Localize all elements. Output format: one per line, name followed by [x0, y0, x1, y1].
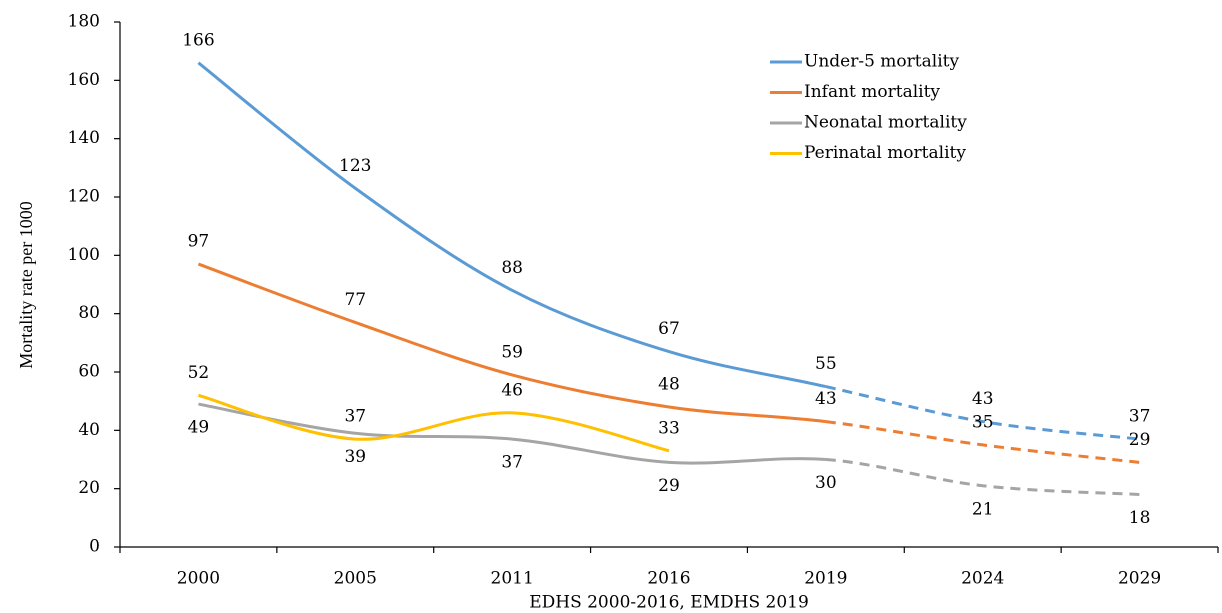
data-label: 55: [815, 354, 837, 374]
legend-label: Perinatal mortality: [804, 143, 966, 163]
y-axis-title: Mortality rate per 1000: [16, 201, 36, 368]
data-label: 35: [972, 412, 994, 432]
y-tick-label: 60: [78, 362, 100, 382]
data-label: 43: [972, 389, 994, 409]
line: [197, 262, 827, 424]
legend-label: Infant mortality: [804, 82, 940, 102]
y-tick-label: 140: [68, 128, 100, 148]
data-label: 18: [1129, 508, 1151, 528]
data-label: 43: [815, 389, 837, 409]
x-tick-label: 2029: [1118, 569, 1161, 589]
data-label: 88: [501, 258, 523, 278]
y-tick-label: 100: [68, 245, 100, 265]
y-tick-label: 80: [78, 303, 100, 323]
data-label: 39: [344, 447, 366, 467]
data-label: 46: [501, 380, 523, 400]
y-tick-label: 180: [68, 12, 100, 32]
data-label: 123: [339, 156, 371, 176]
y-tick-label: 40: [78, 420, 100, 440]
data-label: 77: [344, 290, 366, 310]
projected-line: [825, 420, 1140, 464]
line: [198, 393, 670, 453]
line: [198, 402, 826, 465]
data-label: 37: [1129, 407, 1151, 427]
projected-line: [825, 458, 1140, 496]
y-tick-label: 120: [68, 187, 100, 207]
data-label: 29: [1129, 430, 1151, 450]
y-tick-label: 160: [68, 70, 100, 90]
line: [197, 61, 827, 389]
data-label: 29: [658, 476, 680, 496]
data-label: 37: [501, 453, 523, 473]
data-label: 30: [815, 473, 837, 493]
x-tick-label: 2000: [177, 569, 220, 589]
data-label: 49: [188, 418, 210, 438]
x-tick-label: 2005: [334, 569, 377, 589]
x-tick-label: 2019: [804, 569, 847, 589]
data-label: 97: [188, 232, 210, 252]
legend-label: Neonatal mortality: [804, 113, 967, 133]
data-label: 166: [182, 30, 214, 50]
legend-label: Under-5 mortality: [804, 52, 959, 72]
x-tick-label: 2024: [961, 569, 1004, 589]
data-label: 21: [972, 499, 994, 519]
data-label: 37: [344, 407, 366, 427]
x-axis-title: EDHS 2000-2016, EMDHS 2019: [529, 593, 809, 613]
data-label: 48: [658, 375, 680, 395]
y-tick-label: 0: [89, 537, 100, 557]
data-label: 33: [658, 418, 680, 438]
data-label: 67: [658, 319, 680, 339]
x-tick-label: 2011: [491, 569, 534, 589]
data-label: 59: [501, 342, 523, 362]
y-tick-label: 20: [78, 478, 100, 498]
x-tick-label: 2016: [647, 569, 690, 589]
data-label: 52: [188, 363, 210, 383]
projected-line: [825, 385, 1140, 441]
